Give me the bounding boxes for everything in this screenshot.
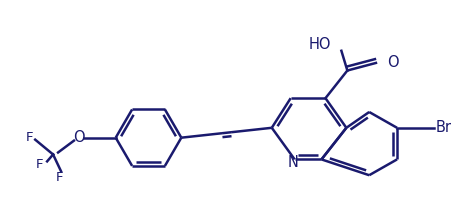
Text: O: O [387,55,399,70]
Text: Br: Br [436,120,452,135]
Text: F: F [35,158,43,171]
Text: F: F [26,131,33,144]
Text: N: N [287,155,298,170]
Text: O: O [73,130,85,145]
Text: HO: HO [309,37,332,52]
Text: F: F [55,171,63,184]
